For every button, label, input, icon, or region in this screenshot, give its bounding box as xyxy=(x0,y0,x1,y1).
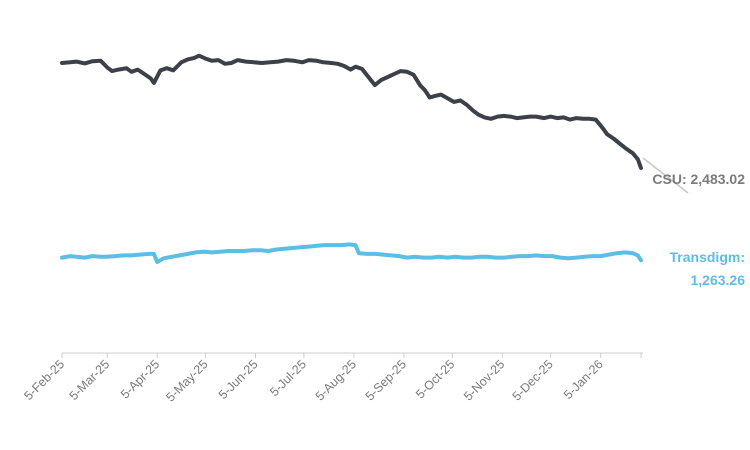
x-tick-label: 5-Oct-25 xyxy=(413,357,457,401)
series-line-csu xyxy=(60,53,643,170)
x-tick-label: 5-May-25 xyxy=(163,357,210,404)
x-tick-label: 5-Dec-25 xyxy=(510,357,556,403)
csu-label-leader xyxy=(642,157,689,194)
series-line-transdigm xyxy=(60,242,643,264)
x-tick-label: 5-Jun-25 xyxy=(216,357,261,402)
end-label-csu: CSU: 2,483.02 xyxy=(652,171,745,187)
x-tick-label: 5-Apr-25 xyxy=(118,357,162,401)
x-tick-label: 5-Aug-25 xyxy=(313,357,359,403)
x-tick-label: 5-Jan-26 xyxy=(561,357,606,402)
x-axis-ticks: 5-Feb-25 5-Mar-25 5-Apr-25 5-May-25 5-Jun-25… xyxy=(21,353,642,404)
end-labels: CSU: 2,483.02 Transdigm: 1,263.26 xyxy=(642,157,746,288)
end-label-transdigm: Transdigm: 1,263.26 xyxy=(670,249,746,288)
x-tick-label: 5-Sep-25 xyxy=(363,357,409,403)
x-tick-label: 5-Feb-25 xyxy=(21,357,67,403)
x-tick-label: 5-Jul-25 xyxy=(267,357,309,399)
series-lines xyxy=(60,53,643,264)
x-tick-label: 5-Nov-25 xyxy=(461,357,507,403)
x-tick-label: 5-Mar-25 xyxy=(67,357,113,403)
